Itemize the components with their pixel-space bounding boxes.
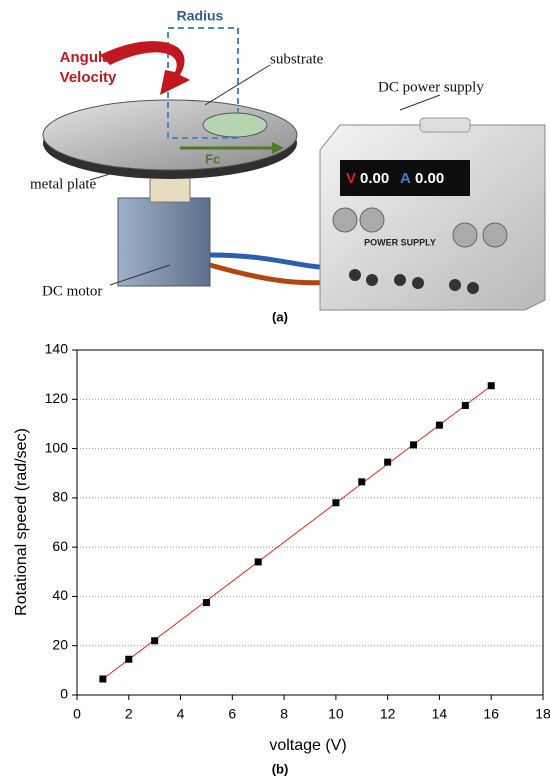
point [99, 675, 106, 682]
x-tick-label: 6 [228, 706, 236, 722]
x-axis-label: voltage (V) [269, 737, 346, 754]
y-tick-label: 0 [60, 686, 68, 702]
x-tick-label: 14 [432, 706, 448, 722]
display-a: A [400, 170, 411, 187]
point [384, 459, 391, 466]
power-supply-label: DC power supply [378, 79, 484, 95]
point [151, 637, 158, 644]
x-tick-label: 0 [73, 706, 81, 722]
knob [333, 208, 357, 232]
y-tick-label: 40 [52, 587, 68, 603]
knob [360, 208, 384, 232]
x-tick-label: 16 [483, 706, 499, 722]
point [462, 402, 469, 409]
point [332, 499, 339, 506]
point [203, 599, 210, 606]
display-v-value: 0.00 [360, 170, 389, 187]
knob [453, 223, 477, 247]
y-tick-label: 120 [45, 390, 69, 406]
x-tick-label: 2 [125, 706, 133, 722]
y-tick-label: 60 [52, 538, 68, 554]
motor [118, 198, 210, 286]
point [488, 382, 495, 389]
figure: Radius Angular Velocity substrate DC pow… [0, 0, 550, 779]
x-tick-label: 10 [328, 706, 344, 722]
display-a-value: 0.00 [415, 170, 444, 187]
metal-plate-label: metal plate [30, 176, 97, 192]
fit-line [103, 386, 491, 679]
shaft [150, 178, 190, 202]
velocity-label: Velocity [60, 69, 117, 86]
point [410, 441, 417, 448]
point [358, 478, 365, 485]
y-tick-label: 20 [52, 636, 68, 652]
radius-label: Radius [177, 8, 224, 24]
y-axis-label: Rotational speed (rad/sec) [13, 428, 30, 616]
substrate-label: substrate [270, 51, 324, 67]
caption: (b) [272, 761, 289, 776]
metal-plate [43, 100, 297, 170]
leader [400, 95, 440, 110]
y-tick-label: 140 [45, 341, 69, 357]
y-tick-label: 80 [52, 489, 68, 505]
x-tick-label: 18 [535, 706, 550, 722]
force-label: Fc [205, 151, 220, 166]
caption: (a) [272, 309, 288, 324]
handle [420, 118, 470, 132]
x-tick-label: 8 [280, 706, 288, 722]
point [255, 558, 262, 565]
knob [483, 223, 507, 247]
x-tick-label: 4 [177, 706, 185, 722]
y-tick-label: 100 [45, 439, 69, 455]
motor-label: DC motor [42, 283, 102, 299]
chart: voltage (V) Rotational speed (rad/sec) (… [13, 341, 550, 777]
x-tick-label: 12 [380, 706, 396, 722]
substrate [203, 113, 267, 137]
display-v: V [346, 170, 356, 187]
angular-label: Angular [60, 49, 117, 66]
point [125, 656, 132, 663]
point [436, 422, 443, 429]
diagram: Radius Angular Velocity substrate DC pow… [30, 8, 545, 325]
panel-label: POWER SUPPLY [364, 237, 436, 247]
